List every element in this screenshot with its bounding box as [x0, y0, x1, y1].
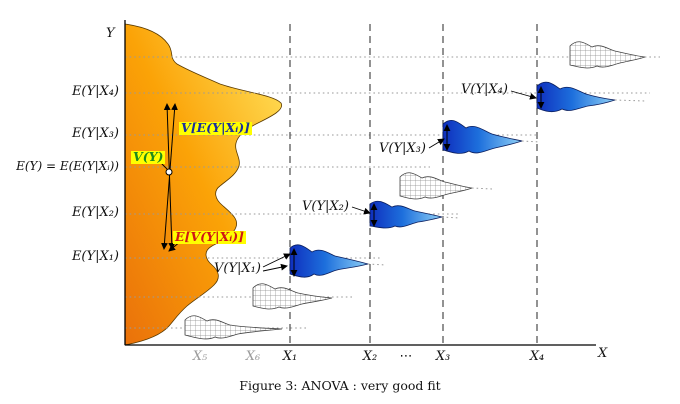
- x-tick-x3: X₃: [435, 349, 451, 364]
- annotation-v-y-x4: V(Y|X₄): [461, 82, 508, 97]
- figure-caption: Figure 3: ANOVA : very good fit: [239, 378, 441, 393]
- arrow-v-y-x1-a: [262, 253, 291, 268]
- annotation-arrows: [262, 90, 537, 272]
- arrow-v-y-x2: [351, 206, 371, 215]
- hatched-distribution-middle: [399, 172, 473, 200]
- x-tick-x6: X₆: [245, 349, 261, 364]
- hatched-distributions: [184, 41, 646, 340]
- annotation-v-y: V(Y): [131, 149, 166, 164]
- arrow-v-y-x1-b: [262, 263, 288, 272]
- annotation-v-e-y-xi: V[E(Y|Xᵢ)]: [179, 120, 253, 135]
- conditional-distribution-x4: [536, 81, 616, 113]
- x-tick-x2: X₂: [362, 349, 378, 364]
- x-axis-label: X: [598, 346, 608, 361]
- variance-span-line-2: [161, 103, 178, 250]
- conditional-distribution-x3: [442, 120, 524, 154]
- annotation-v-y-x2: V(Y|X₂): [302, 199, 349, 214]
- arrow-v-y-x3: [428, 138, 445, 149]
- mean-point-marker: [165, 168, 173, 176]
- annotation-v-y-x3: V(Y|X₃): [379, 141, 426, 156]
- arrow-v-y-x4: [510, 90, 537, 100]
- tail-x2: [441, 216, 461, 219]
- y-tick-e-y-x4: E(Y|X₄): [71, 84, 119, 99]
- y-axis-label: Y: [106, 26, 115, 41]
- x-tick-x5: X₅: [192, 349, 208, 364]
- tail-x1: [367, 263, 387, 266]
- y-tick-e-y-x1: E(Y|X₁): [71, 249, 119, 264]
- conditional-distributions: [289, 81, 616, 278]
- y-tick-e-y: E(Y) = E(E(Y|Xᵢ)): [16, 159, 119, 173]
- variance-measures: [158, 103, 182, 252]
- y-tick-e-y-x2: E(Y|X₂): [71, 205, 119, 220]
- y-tick-e-y-x3: E(Y|X₃): [71, 126, 119, 141]
- conditional-distribution-x1: [289, 244, 370, 278]
- tail-hatched-middle: [471, 187, 493, 190]
- tail-x3: [521, 140, 541, 143]
- x-tick-x1: X₁: [282, 349, 298, 364]
- x-tick-ellipsis: ⋯: [399, 349, 413, 364]
- axes: [124, 20, 596, 346]
- annotation-e-v-y-xi: E[V(Y|Xᵢ)]: [173, 229, 247, 244]
- hatched-distribution-bottom: [184, 315, 283, 340]
- dotted-tails: [367, 99, 646, 266]
- conditional-distribution-x2: [369, 200, 443, 229]
- annotation-v-y-x1: V(Y|X₁): [214, 261, 261, 276]
- conditional-variance-arrows: [290, 86, 545, 277]
- x-tick-x4: X₄: [529, 349, 545, 364]
- hatched-distribution-x1: [252, 283, 333, 310]
- tail-x4: [614, 99, 646, 102]
- hatched-distribution-top-right: [569, 41, 646, 69]
